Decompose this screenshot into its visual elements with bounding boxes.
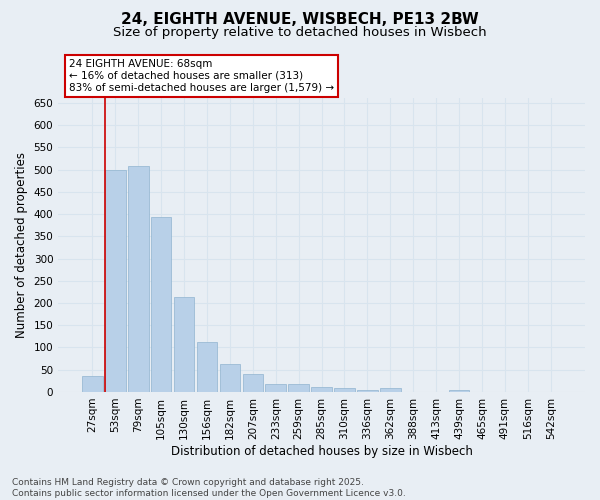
Bar (220, 364, 240, 392)
Y-axis label: Number of detached properties: Number of detached properties (15, 152, 28, 338)
Bar (380, 388, 401, 392)
X-axis label: Distribution of detached houses by size in Wisbech: Distribution of detached houses by size … (170, 444, 473, 458)
Bar (357, 390, 378, 392)
Bar (311, 387, 332, 392)
Bar (265, 384, 286, 392)
Bar (449, 390, 469, 392)
Bar (105, 170, 125, 392)
Text: Size of property relative to detached houses in Wisbech: Size of property relative to detached ho… (113, 26, 487, 39)
Bar (242, 374, 263, 392)
Text: 24 EIGHTH AVENUE: 68sqm
← 16% of detached houses are smaller (313)
83% of semi-d: 24 EIGHTH AVENUE: 68sqm ← 16% of detache… (69, 60, 334, 92)
Bar (82, 376, 103, 392)
Bar (197, 342, 217, 392)
Bar (151, 217, 172, 392)
Text: 24, EIGHTH AVENUE, WISBECH, PE13 2BW: 24, EIGHTH AVENUE, WISBECH, PE13 2BW (121, 12, 479, 28)
Text: Contains HM Land Registry data © Crown copyright and database right 2025.
Contai: Contains HM Land Registry data © Crown c… (12, 478, 406, 498)
Bar (174, 297, 194, 392)
Bar (334, 388, 355, 392)
Bar (289, 384, 309, 392)
Bar (128, 166, 149, 392)
